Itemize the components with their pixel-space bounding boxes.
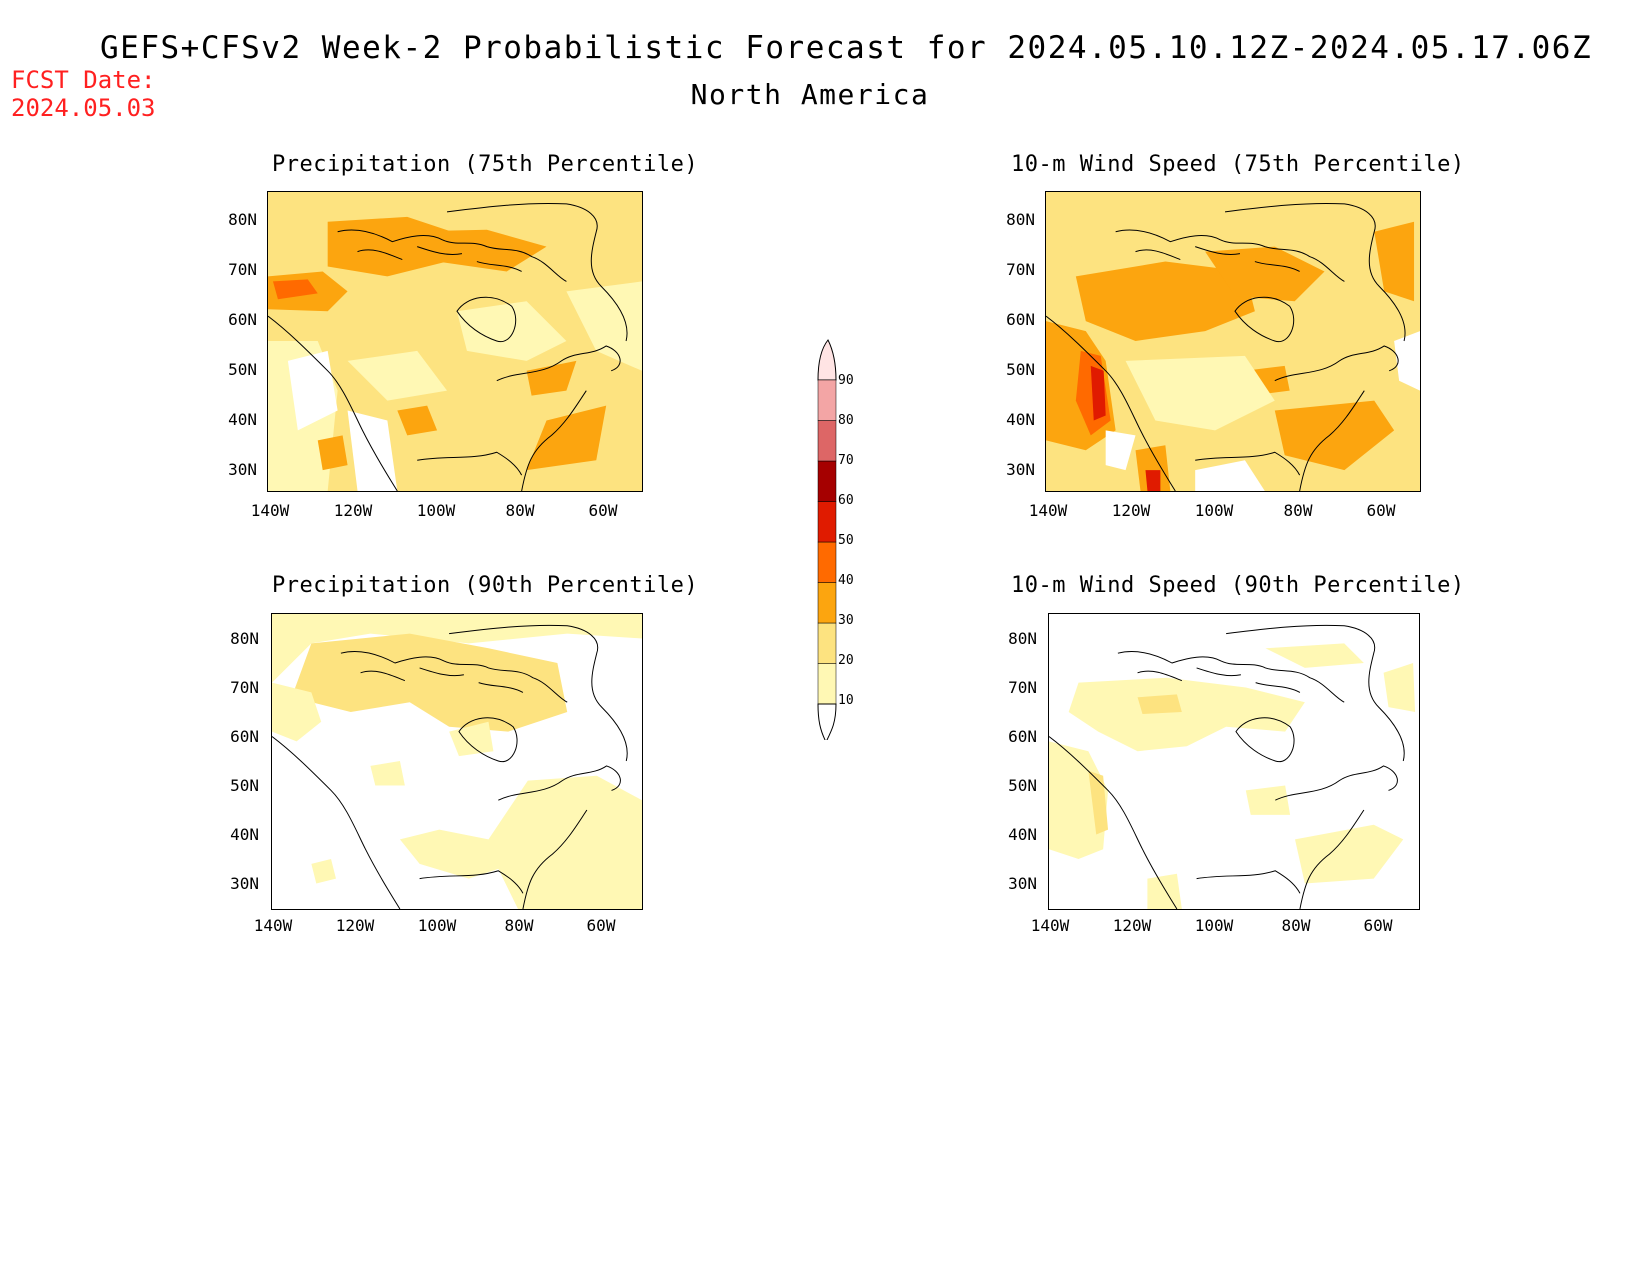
lon-tick-120w: 120W bbox=[1112, 916, 1152, 935]
map-precip-90-canvas bbox=[272, 614, 642, 909]
colorbar-label-30: 30 bbox=[838, 613, 854, 628]
colorbar-band-60 bbox=[817, 460, 837, 502]
lon-tick-60w: 60W bbox=[1366, 501, 1396, 520]
lon-tick-80w: 80W bbox=[504, 916, 534, 935]
lon-tick-80w: 80W bbox=[505, 501, 535, 520]
map-precip-75-canvas bbox=[268, 192, 642, 491]
lat-tick-40n: 40N bbox=[230, 825, 259, 844]
lat-tick-70n: 70N bbox=[230, 678, 259, 697]
lon-tick-120w: 120W bbox=[1111, 501, 1151, 520]
lat-tick-40n: 40N bbox=[1006, 410, 1035, 429]
map-wind-75-canvas bbox=[1046, 192, 1420, 491]
colorbar-band-20 bbox=[817, 622, 837, 664]
colorbar-bands bbox=[817, 379, 837, 705]
lon-tick-60w: 60W bbox=[586, 916, 616, 935]
lat-tick-80n: 80N bbox=[1008, 629, 1037, 648]
colorbar-bottom-triangle bbox=[817, 703, 837, 740]
lon-tick-140w: 140W bbox=[253, 916, 293, 935]
lat-tick-50n: 50N bbox=[1008, 776, 1037, 795]
lat-tick-80n: 80N bbox=[228, 210, 257, 229]
map-wind-90 bbox=[1048, 613, 1420, 910]
lat-tick-50n: 50N bbox=[228, 360, 257, 379]
region-subtitle: North America bbox=[690, 78, 930, 111]
lat-tick-30n: 30N bbox=[230, 874, 259, 893]
lon-tick-120w: 120W bbox=[333, 501, 373, 520]
colorbar-label-70: 70 bbox=[838, 453, 854, 468]
map-wind-90-canvas bbox=[1049, 614, 1419, 909]
colorbar-band-30 bbox=[817, 582, 837, 624]
lon-tick-120w: 120W bbox=[335, 916, 375, 935]
lon-tick-100w: 100W bbox=[1194, 916, 1234, 935]
lon-tick-100w: 100W bbox=[1194, 501, 1234, 520]
lat-tick-60n: 60N bbox=[230, 727, 259, 746]
colorbar-band-10 bbox=[817, 663, 837, 705]
lon-tick-60w: 60W bbox=[1363, 916, 1393, 935]
forecast-date-label: FCST Date: 2024.05.03 bbox=[11, 66, 156, 122]
colorbar-label-90: 90 bbox=[838, 373, 854, 388]
lon-tick-140w: 140W bbox=[1028, 501, 1068, 520]
map-wind-75 bbox=[1045, 191, 1421, 492]
colorbar bbox=[817, 339, 837, 740]
colorbar-label-80: 80 bbox=[838, 413, 854, 428]
panel-title-precip-75: Precipitation (75th Percentile) bbox=[272, 152, 699, 177]
colorbar-label-10: 10 bbox=[838, 693, 854, 708]
map-precip-90 bbox=[271, 613, 643, 910]
lat-tick-40n: 40N bbox=[228, 410, 257, 429]
colorbar-label-60: 60 bbox=[838, 493, 854, 508]
lat-tick-80n: 80N bbox=[1006, 210, 1035, 229]
lon-tick-140w: 140W bbox=[250, 501, 290, 520]
lat-tick-30n: 30N bbox=[228, 460, 257, 479]
lat-tick-60n: 60N bbox=[1008, 727, 1037, 746]
fcst-date-value: 2024.05.03 bbox=[11, 94, 156, 122]
map-precip-75 bbox=[267, 191, 643, 492]
lat-tick-30n: 30N bbox=[1008, 874, 1037, 893]
lat-tick-70n: 70N bbox=[1008, 678, 1037, 697]
colorbar-band-70 bbox=[817, 420, 837, 462]
fcst-date-caption: FCST Date: bbox=[11, 66, 156, 94]
lat-tick-50n: 50N bbox=[230, 776, 259, 795]
colorbar-band-80 bbox=[817, 379, 837, 421]
lat-tick-50n: 50N bbox=[1006, 360, 1035, 379]
colorbar-label-50: 50 bbox=[838, 533, 854, 548]
lat-tick-70n: 70N bbox=[1006, 260, 1035, 279]
colorbar-top-triangle bbox=[817, 339, 837, 381]
panel-title-precip-90: Precipitation (90th Percentile) bbox=[272, 573, 699, 598]
lon-tick-140w: 140W bbox=[1030, 916, 1070, 935]
lon-tick-60w: 60W bbox=[588, 501, 618, 520]
lat-tick-60n: 60N bbox=[228, 310, 257, 329]
colorbar-band-40 bbox=[817, 541, 837, 583]
lat-tick-40n: 40N bbox=[1008, 825, 1037, 844]
colorbar-label-40: 40 bbox=[838, 573, 854, 588]
colorbar-band-50 bbox=[817, 501, 837, 543]
lon-tick-80w: 80W bbox=[1283, 501, 1313, 520]
figure-title: GEFS+CFSv2 Week-2 Probabilistic Forecast… bbox=[100, 30, 1593, 66]
lat-tick-30n: 30N bbox=[1006, 460, 1035, 479]
panel-title-wind-90: 10-m Wind Speed (90th Percentile) bbox=[1011, 573, 1465, 598]
colorbar-label-20: 20 bbox=[838, 653, 854, 668]
lon-tick-100w: 100W bbox=[417, 916, 457, 935]
lat-tick-60n: 60N bbox=[1006, 310, 1035, 329]
panel-title-wind-75: 10-m Wind Speed (75th Percentile) bbox=[1011, 152, 1465, 177]
lon-tick-100w: 100W bbox=[416, 501, 456, 520]
lat-tick-70n: 70N bbox=[228, 260, 257, 279]
lat-tick-80n: 80N bbox=[230, 629, 259, 648]
lon-tick-80w: 80W bbox=[1281, 916, 1311, 935]
